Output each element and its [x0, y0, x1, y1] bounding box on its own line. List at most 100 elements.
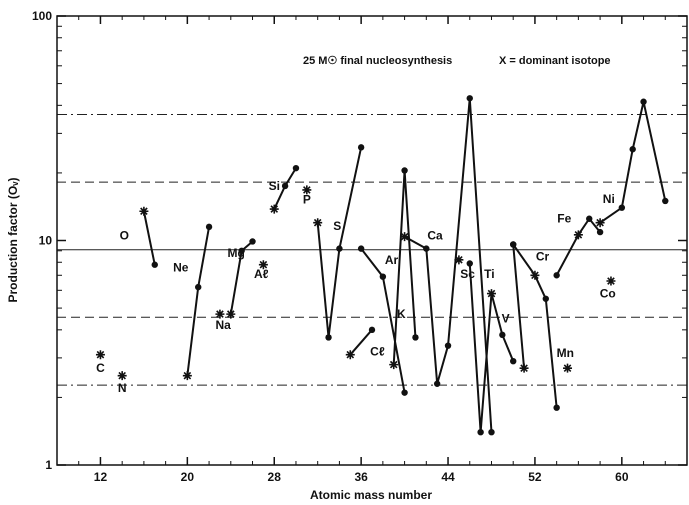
y-axis-title: Production factor (Oᵥ)	[6, 177, 20, 302]
element-label: Mg	[228, 246, 245, 260]
isotope-point	[401, 389, 408, 396]
dominant-isotope-point	[454, 255, 464, 265]
series-Ne	[182, 223, 213, 381]
element-label: Ar	[385, 253, 399, 267]
element-label: O	[120, 229, 129, 243]
isotope-point	[488, 428, 495, 436]
series-line	[186, 226, 211, 376]
reference-lines	[57, 114, 687, 386]
isotope-point	[401, 167, 408, 174]
series-S	[313, 144, 365, 341]
element-label: Sc	[460, 267, 475, 281]
isotope-point	[325, 334, 332, 341]
element-label: Na	[216, 318, 232, 332]
dominant-isotope-point	[486, 289, 496, 299]
dominant-isotope-point	[400, 232, 410, 242]
series-line	[349, 329, 373, 356]
isotope-point	[357, 144, 365, 151]
isotope-point	[205, 223, 213, 231]
dominant-isotope-point	[563, 363, 573, 373]
series-Cℓ	[345, 326, 376, 360]
isotope-point	[412, 334, 419, 341]
isotope-point	[281, 182, 289, 190]
element-label: Ca	[427, 229, 443, 243]
element-label: Ni	[603, 192, 615, 206]
series-line	[468, 263, 515, 433]
series-Ni	[595, 98, 669, 228]
isotope-point	[477, 428, 484, 436]
element-label: Fe	[557, 212, 571, 226]
isotope-point	[368, 326, 376, 334]
series-line	[392, 170, 417, 365]
annotation-left: 25 M☉ final nucleosynthesis	[303, 55, 452, 67]
dominant-isotope-point	[606, 276, 616, 286]
element-label: Ti	[484, 267, 494, 281]
series-Mg	[226, 238, 256, 319]
isotope-point	[662, 197, 669, 205]
series-Mn	[563, 363, 573, 373]
isotope-point	[423, 245, 430, 252]
isotope-point	[553, 272, 560, 279]
x-tick-label: 60	[615, 470, 629, 484]
series-line	[512, 243, 558, 408]
series-O	[139, 206, 158, 268]
dominant-isotope-point	[139, 206, 149, 216]
isotope-point	[629, 146, 636, 153]
axis-ticks: 12 20 28 36 44 52 60 1 10 100	[32, 9, 688, 484]
isotope-point	[640, 98, 647, 105]
series-Na	[215, 309, 225, 319]
series-line	[316, 147, 363, 338]
dominant-isotope-point	[117, 371, 127, 381]
element-label: S	[333, 219, 341, 233]
y-tick-label: 100	[32, 9, 52, 23]
dominant-isotope-point	[226, 309, 236, 319]
dominant-isotope-point	[302, 185, 312, 195]
isotope-point	[499, 331, 506, 339]
dominant-isotope-point	[519, 363, 529, 373]
y-tick-label: 1	[45, 458, 52, 472]
isotope-point	[466, 95, 473, 102]
element-label: P	[303, 193, 311, 207]
series-Ar	[357, 245, 408, 396]
series-Sc	[454, 255, 464, 265]
isotope-point	[357, 245, 365, 252]
x-tick-label: 36	[354, 470, 368, 484]
x-tick-label: 28	[268, 470, 282, 484]
dominant-isotope-point	[573, 230, 583, 240]
data-series	[95, 95, 669, 436]
isotope-point	[292, 164, 300, 172]
isotope-point	[510, 241, 517, 248]
dominant-isotope-point	[595, 218, 605, 228]
isotope-point	[336, 245, 343, 252]
series-Si	[269, 164, 300, 214]
element-label: K	[397, 307, 406, 321]
element-labels: CN O Ne Na Mg Aℓ Si P S Cℓ Ar K Ca Sc Ti V Cr Mn Fe Co Ni	[96, 179, 616, 395]
series-Cr	[510, 241, 560, 411]
dominant-isotope-point	[389, 360, 399, 370]
dominant-isotope-point	[258, 260, 268, 270]
x-tick-label: 20	[181, 470, 195, 484]
series-Fe	[553, 215, 604, 279]
plot-frame	[56, 15, 688, 466]
isotope-point	[379, 273, 387, 280]
series-line	[555, 217, 601, 276]
x-axis-title: Atomic mass number	[310, 488, 432, 502]
isotope-point	[510, 357, 517, 365]
element-label: Ne	[173, 260, 189, 274]
dominant-isotope-point	[313, 218, 323, 228]
element-label: Aℓ	[254, 267, 269, 281]
series-line	[404, 98, 493, 433]
element-label: Si	[269, 179, 280, 193]
x-tick-label: 12	[94, 470, 108, 484]
dominant-isotope-point	[345, 350, 355, 360]
series-Co	[606, 276, 616, 286]
series-C	[95, 350, 105, 360]
isotope-point	[433, 380, 441, 387]
series-line	[142, 211, 156, 265]
dominant-isotope-point	[95, 350, 105, 360]
isotope-point	[249, 238, 256, 245]
dominant-isotope-point	[530, 270, 540, 280]
element-label: N	[118, 381, 127, 395]
series-N	[117, 371, 127, 381]
